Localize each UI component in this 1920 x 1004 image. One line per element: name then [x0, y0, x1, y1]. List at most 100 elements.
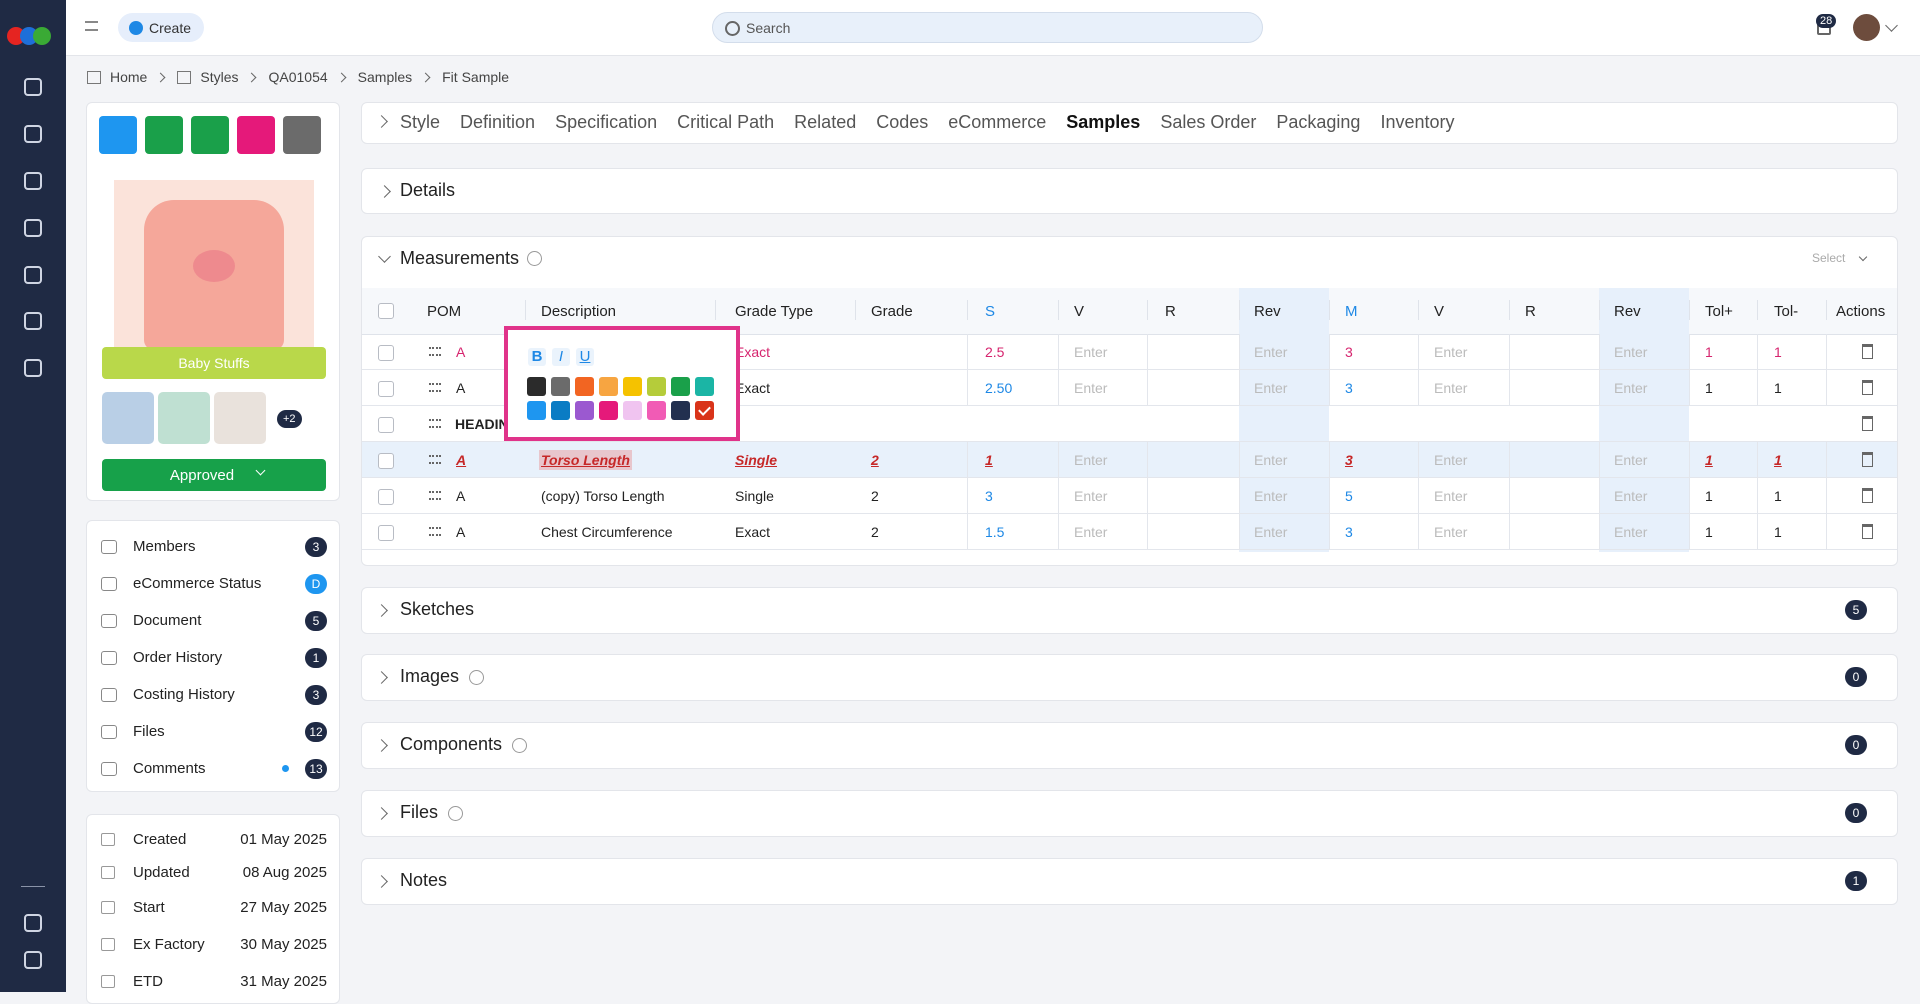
menu-label[interactable]: Document: [133, 612, 202, 629]
nav-icon[interactable]: [24, 359, 42, 377]
section-title[interactable]: Files: [400, 802, 439, 822]
add-icon[interactable]: [512, 738, 528, 753]
thumbnail[interactable]: [158, 392, 210, 444]
more-thumbnails[interactable]: +2: [277, 410, 302, 428]
column-header[interactable]: Tol-: [1774, 303, 1799, 320]
color-swatch[interactable]: [623, 401, 642, 420]
menu-label[interactable]: Costing History: [133, 686, 235, 703]
cell[interactable]: Enter: [1074, 524, 1108, 540]
breadcrumb-item[interactable]: Home: [110, 69, 148, 85]
tab[interactable]: Packaging: [1276, 112, 1361, 132]
color-swatch[interactable]: [527, 377, 546, 396]
add-icon[interactable]: [527, 251, 542, 266]
tab[interactable]: Critical Path: [677, 112, 775, 132]
menu-label[interactable]: Files: [133, 723, 165, 740]
color-swatch[interactable]: [575, 377, 594, 396]
menu-label[interactable]: Comments: [133, 760, 206, 777]
add-icon[interactable]: [469, 670, 485, 685]
delete-icon[interactable]: [1862, 524, 1873, 539]
column-header[interactable]: POM: [427, 303, 462, 320]
status-button[interactable]: Approved: [102, 459, 326, 491]
row-checkbox[interactable]: [378, 453, 394, 469]
column-header[interactable]: Actions: [1836, 303, 1886, 320]
cell[interactable]: Enter: [1614, 344, 1648, 360]
add-icon[interactable]: [448, 806, 464, 821]
nav-icon[interactable]: [24, 125, 42, 143]
section-title[interactable]: Sketches: [400, 599, 475, 619]
delete-icon[interactable]: [1862, 488, 1873, 503]
cell[interactable]: Enter: [1254, 452, 1288, 468]
delete-icon[interactable]: [1862, 344, 1873, 359]
action-button[interactable]: [99, 116, 137, 154]
color-swatch[interactable]: [647, 401, 666, 420]
nav-icon[interactable]: [24, 951, 42, 969]
format-button[interactable]: U: [576, 348, 594, 366]
column-header[interactable]: R: [1525, 303, 1536, 320]
cell[interactable]: Enter: [1434, 344, 1468, 360]
search-box[interactable]: Search: [712, 12, 1263, 43]
row-checkbox[interactable]: [378, 345, 394, 361]
color-swatch[interactable]: [527, 401, 546, 420]
nav-icon[interactable]: [24, 172, 42, 190]
format-button[interactable]: I: [552, 348, 570, 366]
avatar[interactable]: [1853, 14, 1880, 41]
column-header[interactable]: S: [985, 303, 996, 320]
column-header[interactable]: V: [1074, 303, 1085, 320]
cell[interactable]: Enter: [1074, 344, 1108, 360]
drag-handle[interactable]: [429, 347, 441, 356]
thumbnail[interactable]: [102, 392, 154, 444]
breadcrumb-item[interactable]: Styles: [200, 69, 239, 85]
color-swatch[interactable]: [695, 401, 714, 420]
menu-icon[interactable]: [85, 21, 98, 31]
cell[interactable]: Enter: [1434, 452, 1468, 468]
breadcrumb-item[interactable]: QA01054: [268, 69, 328, 85]
color-swatch[interactable]: [551, 377, 570, 396]
create-button[interactable]: Create: [118, 13, 204, 42]
cell[interactable]: Enter: [1254, 524, 1288, 540]
breadcrumb-item[interactable]: Samples: [357, 69, 413, 85]
color-swatch[interactable]: [575, 401, 594, 420]
tab[interactable]: Specification: [555, 112, 658, 132]
row-checkbox[interactable]: [378, 489, 394, 505]
nav-icon[interactable]: [24, 219, 42, 237]
delete-icon[interactable]: [1862, 452, 1873, 467]
action-button[interactable]: [283, 116, 321, 154]
color-swatch[interactable]: [623, 377, 642, 396]
tab[interactable]: Samples: [1066, 112, 1141, 132]
color-swatch[interactable]: [599, 377, 618, 396]
color-swatch[interactable]: [671, 401, 690, 420]
nav-icon[interactable]: [24, 266, 42, 284]
tab[interactable]: Codes: [876, 112, 929, 132]
column-header[interactable]: M: [1345, 303, 1358, 320]
delete-icon[interactable]: [1862, 416, 1873, 431]
nav-icon[interactable]: [24, 78, 42, 96]
cell[interactable]: Enter: [1254, 380, 1288, 396]
section-title[interactable]: Measurements: [400, 248, 520, 268]
cell[interactable]: Enter: [1614, 452, 1648, 468]
tab[interactable]: Inventory: [1380, 112, 1455, 132]
cell[interactable]: Enter: [1434, 380, 1468, 396]
column-header[interactable]: Tol+: [1705, 303, 1733, 320]
action-button[interactable]: [237, 116, 275, 154]
cell[interactable]: Enter: [1614, 380, 1648, 396]
color-swatch[interactable]: [647, 377, 666, 396]
cell[interactable]: Enter: [1074, 380, 1108, 396]
cell[interactable]: Enter: [1254, 488, 1288, 504]
menu-label[interactable]: Order History: [133, 649, 223, 666]
action-button[interactable]: [145, 116, 183, 154]
drag-handle[interactable]: [429, 491, 441, 500]
column-header[interactable]: Grade Type: [735, 303, 814, 320]
section-title[interactable]: Components: [400, 734, 503, 754]
column-header[interactable]: Rev: [1614, 303, 1641, 320]
section-title[interactable]: Details: [400, 180, 456, 200]
section-title[interactable]: Images: [400, 666, 460, 686]
delete-icon[interactable]: [1862, 380, 1873, 395]
cell[interactable]: Enter: [1434, 488, 1468, 504]
drag-handle[interactable]: [429, 419, 441, 428]
row-checkbox[interactable]: [378, 525, 394, 541]
cell[interactable]: Enter: [1434, 524, 1468, 540]
column-header[interactable]: R: [1165, 303, 1176, 320]
tab[interactable]: Style: [400, 112, 441, 132]
row-checkbox[interactable]: [378, 381, 394, 397]
color-swatch[interactable]: [599, 401, 618, 420]
